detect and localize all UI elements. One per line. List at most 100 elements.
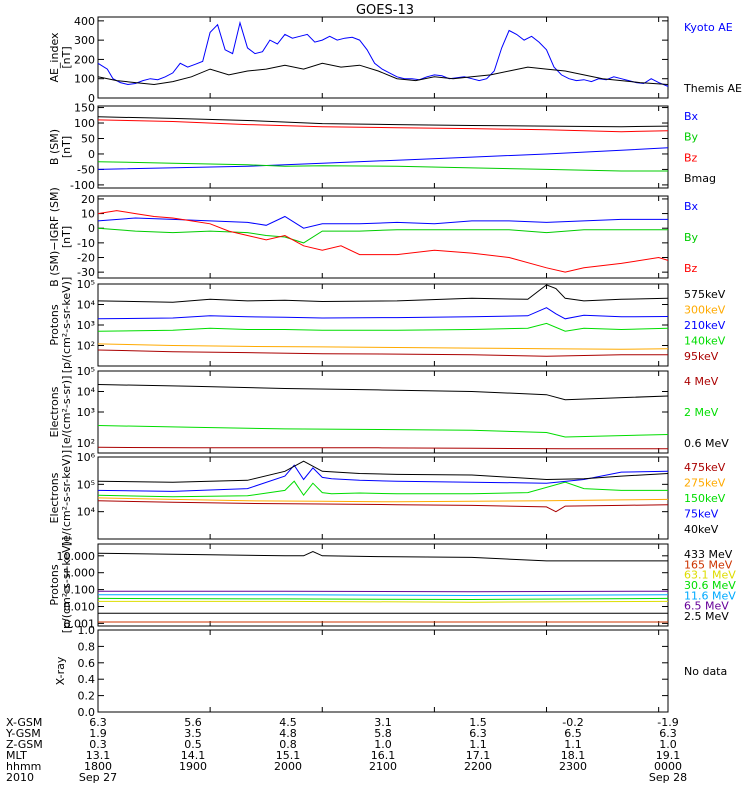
- series-line-75kev: [97, 464, 669, 492]
- y-tick-label: 10: [81, 208, 95, 221]
- xaxis-row-value: 6.3: [659, 727, 677, 740]
- legend-label: 95keV: [684, 350, 719, 363]
- legend-label: By: [684, 131, 699, 144]
- legend-label: Bz: [684, 262, 698, 275]
- series-line-300kev: [97, 343, 669, 350]
- panel-frame: [97, 16, 669, 99]
- xaxis-row-value: 14.1: [181, 749, 206, 762]
- series-line-575kev: [97, 284, 669, 303]
- series-line-275kev: [97, 497, 669, 503]
- xaxis-row-value: 0000: [654, 760, 682, 773]
- legend-label: Bz: [684, 151, 698, 164]
- series-line-433-mev: [97, 550, 668, 562]
- y-tick-label: 10⁴: [77, 386, 96, 399]
- legend-label: 2.5 MeV: [684, 610, 729, 623]
- series-line-bx: [97, 215, 668, 229]
- y-tick-label: -50: [77, 163, 95, 176]
- y-axis-label: Protons: [48, 564, 61, 605]
- xaxis-row-value: 1.1: [564, 738, 582, 751]
- legend-label: Themis AE: [683, 82, 742, 95]
- panel-frame: [97, 456, 669, 540]
- xaxis-row-value: 15.1: [276, 749, 301, 762]
- legend-label: Bx: [684, 110, 699, 123]
- series-line-30-6-mev: [97, 597, 669, 601]
- xaxis-row-value: 5.6: [184, 716, 202, 729]
- y-tick-label: 10⁴: [77, 506, 96, 519]
- legend-label: Kyoto AE: [684, 21, 733, 34]
- xaxis-row-label: hhmm: [6, 760, 41, 773]
- series-line-11-6-mev: [98, 594, 669, 597]
- y-tick-label: 0: [88, 222, 95, 235]
- xaxis-row-value: 2200: [464, 760, 492, 773]
- y-tick-label: 10⁴: [77, 299, 96, 312]
- series-line-210kev: [97, 307, 669, 320]
- series-line-4-mev: [97, 446, 668, 450]
- y-tick-label: 10⁵: [77, 278, 95, 291]
- xaxis-row-value: 0.3: [89, 738, 107, 751]
- legend-label: 11.6 MeV: [684, 589, 736, 602]
- xaxis-row-value: 1.5: [469, 716, 487, 729]
- y-axis-label: [e/(cm²-s-sr)]: [60, 376, 73, 449]
- xaxis-row-value: 6.3: [89, 716, 107, 729]
- y-axis-label: [p/(cm²-s-sr-keV)]: [60, 537, 73, 634]
- series-line-bz: [97, 210, 669, 273]
- y-axis-label: B (SM): [48, 129, 61, 165]
- legend-label: 40keV: [684, 523, 719, 536]
- xaxis-row-value: 2000: [274, 760, 302, 773]
- legend-label: 433 MeV: [684, 548, 733, 561]
- series-line-6-5-mev: [98, 590, 669, 593]
- y-tick-label: 150: [74, 102, 95, 115]
- y-axis-label: [nT]: [60, 226, 73, 248]
- y-tick-label: 100: [74, 73, 95, 86]
- panel-frame: [97, 195, 669, 279]
- legend-label: 63.1 MeV: [684, 569, 736, 582]
- y-tick-label: 10³: [77, 319, 95, 332]
- y-axis-label: [nT]: [60, 46, 73, 68]
- legend-label: 210keV: [684, 319, 726, 332]
- legend-label: 75keV: [684, 508, 719, 521]
- panel-1: 0 100 200 300 400 AE_index [nT] Kyoto AE Themis …: [48, 15, 742, 105]
- y-tick-label: 0.2: [78, 690, 96, 703]
- y-tick-label: 10.000: [57, 550, 96, 563]
- series-line-63-1-mev: [98, 600, 669, 603]
- y-tick-label: 1.0: [78, 624, 96, 637]
- y-tick-label: 10³: [77, 406, 95, 419]
- xaxis-row-value: 4.8: [279, 727, 297, 740]
- xaxis-row-label: Y-GSM: [5, 727, 41, 740]
- xaxis-row-value: 1800: [84, 760, 112, 773]
- plot-title: GOES-13: [356, 3, 414, 18]
- y-tick-label: 0: [88, 148, 95, 161]
- legend-label: Bmag: [684, 172, 716, 185]
- date-end: Sep 28: [649, 771, 687, 784]
- y-tick-label: 10⁵: [77, 478, 95, 491]
- xaxis-row-value: 3.1: [374, 716, 392, 729]
- xaxis-row-value: 0.5: [184, 738, 202, 751]
- y-tick-label: -10: [77, 237, 95, 250]
- y-tick-label: 0: [88, 92, 95, 105]
- y-tick-label: 50: [81, 132, 95, 145]
- series-line-by: [97, 227, 668, 244]
- y-tick-label: 0.4: [78, 673, 96, 686]
- legend-label: 4 MeV: [684, 375, 719, 388]
- xaxis-row-label: Z-GSM: [6, 738, 43, 751]
- legend-label: 0.6 MeV: [684, 437, 729, 450]
- y-tick-label: 0.0: [78, 706, 96, 719]
- y-axis-label: [p/(cm²-s-sr-keV)]: [60, 277, 73, 374]
- y-tick-label: 0.001: [64, 617, 96, 630]
- y-tick-label: -100: [70, 179, 95, 192]
- xaxis-row-value: 2300: [559, 760, 587, 773]
- xaxis-row-value: 13.1: [86, 749, 111, 762]
- series-line-475kev: [97, 500, 669, 513]
- y-axis-label: [e/(cm²-s-sr-keV)]: [60, 450, 73, 546]
- panel-8: 0.0 0.2 0.4 0.6 0.8 1.0 X-ray No data: [54, 624, 727, 719]
- y-axis-label: X-ray: [54, 656, 67, 685]
- legend-label: 300keV: [684, 304, 726, 317]
- series-line-150kev: [97, 480, 668, 498]
- legend-label: Bx: [684, 200, 699, 213]
- y-axis-label: AE_index: [48, 32, 61, 83]
- xaxis-row-value: -1.9: [657, 716, 678, 729]
- panel-3: -30-20 -10 010 20 B (SM)−IGRF (SM) [nT] Bx By Bz: [48, 187, 699, 287]
- y-tick-label: 0.100: [64, 584, 96, 597]
- legend-label: 30.6 MeV: [684, 579, 736, 592]
- xaxis-row-value: 19.1: [656, 749, 681, 762]
